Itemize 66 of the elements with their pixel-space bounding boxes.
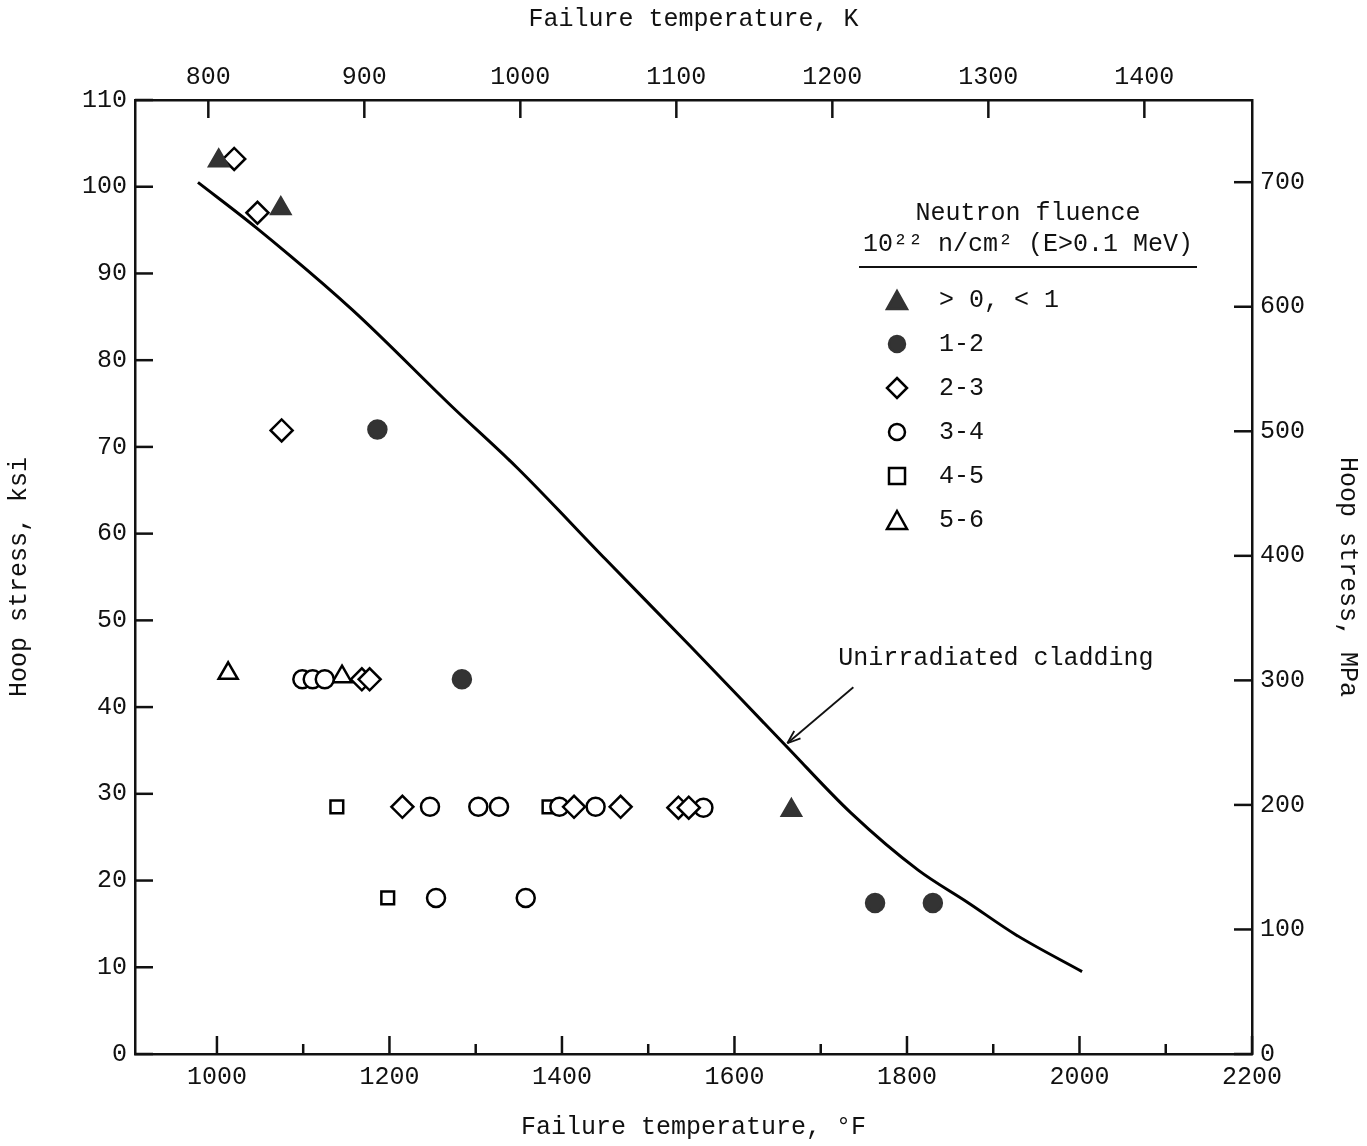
- y2-tick-label: 200: [1260, 790, 1306, 820]
- x2-tick-label: 1000: [490, 62, 551, 92]
- y2-tick-label: 400: [1260, 541, 1306, 571]
- x-axis-title: Failure temperature, °F: [520, 1112, 867, 1142]
- x2-tick-label: 1100: [646, 62, 707, 92]
- y-tick-label: 80: [96, 345, 127, 375]
- x-tick-label: 2200: [1221, 1062, 1283, 1092]
- y-axis-title: Hoop stress, ksi: [4, 456, 34, 698]
- x2-tick-label: 1400: [1114, 62, 1175, 92]
- point: [585, 796, 606, 818]
- y-tick-label: 0: [111, 1039, 127, 1069]
- point: [468, 796, 489, 818]
- y-tick-label: 70: [96, 432, 127, 462]
- y-tick-label: 50: [96, 605, 127, 635]
- legend-title: Neutron fluence 10²² n/cm² (E>0.1 MeV): [858, 198, 1197, 268]
- point: [608, 794, 633, 820]
- legend-label: 5-6: [938, 505, 984, 535]
- y-tick-label: 40: [96, 692, 127, 722]
- y-tick-label: 90: [96, 259, 127, 289]
- point: [390, 794, 415, 820]
- point: [245, 200, 270, 225]
- x2-axis-title: Failure temperature, K: [528, 4, 859, 34]
- y-tick-label: 60: [96, 519, 127, 549]
- point: [367, 419, 388, 440]
- point: [451, 669, 473, 690]
- point: [922, 892, 944, 914]
- point: [329, 799, 345, 815]
- point: [314, 669, 336, 690]
- x2-tick-label: 800: [185, 62, 231, 92]
- x-tick-label: 1400: [531, 1062, 592, 1092]
- legend-label: > 0, < 1: [938, 285, 1059, 315]
- point: [269, 418, 294, 443]
- point: [425, 887, 447, 909]
- y-tick-label: 20: [96, 866, 127, 896]
- y2-axis-title: Hoop stress, MPa: [1333, 456, 1363, 698]
- x-tick-label: 1800: [876, 1062, 937, 1092]
- x-tick-label: 2000: [1049, 1062, 1110, 1092]
- legend-label: 4-5: [938, 461, 984, 491]
- point: [419, 796, 441, 818]
- x-tick-label: 1000: [186, 1062, 247, 1092]
- point: [380, 890, 396, 906]
- y2-tick-label: 500: [1260, 416, 1306, 446]
- point: [864, 892, 886, 914]
- annotation: Unirradiated cladding: [838, 643, 1154, 673]
- point: [515, 887, 536, 909]
- y-tick-label: 100: [81, 172, 127, 202]
- legend-label: 2-3: [938, 373, 984, 403]
- legend-label: 3-4: [938, 417, 984, 447]
- x-tick-label: 1600: [704, 1062, 765, 1092]
- y2-tick-label: 700: [1260, 167, 1306, 197]
- point: [221, 146, 247, 172]
- y2-tick-label: 600: [1260, 292, 1306, 322]
- y-tick-label: 10: [96, 952, 127, 982]
- y2-tick-label: 100: [1260, 915, 1306, 945]
- point: [676, 795, 702, 820]
- y-tick-label: 110: [81, 85, 127, 115]
- x2-tick-label: 1300: [958, 62, 1019, 92]
- point: [488, 796, 510, 818]
- y2-tick-label: 300: [1260, 666, 1306, 695]
- x-tick-label: 1200: [359, 1062, 420, 1092]
- point: [561, 794, 587, 820]
- x2-tick-label: 1200: [802, 62, 863, 92]
- x2-tick-label: 900: [341, 62, 387, 92]
- y-tick-label: 30: [96, 779, 127, 809]
- legend-label: 1-2: [938, 329, 984, 359]
- point: [357, 667, 382, 692]
